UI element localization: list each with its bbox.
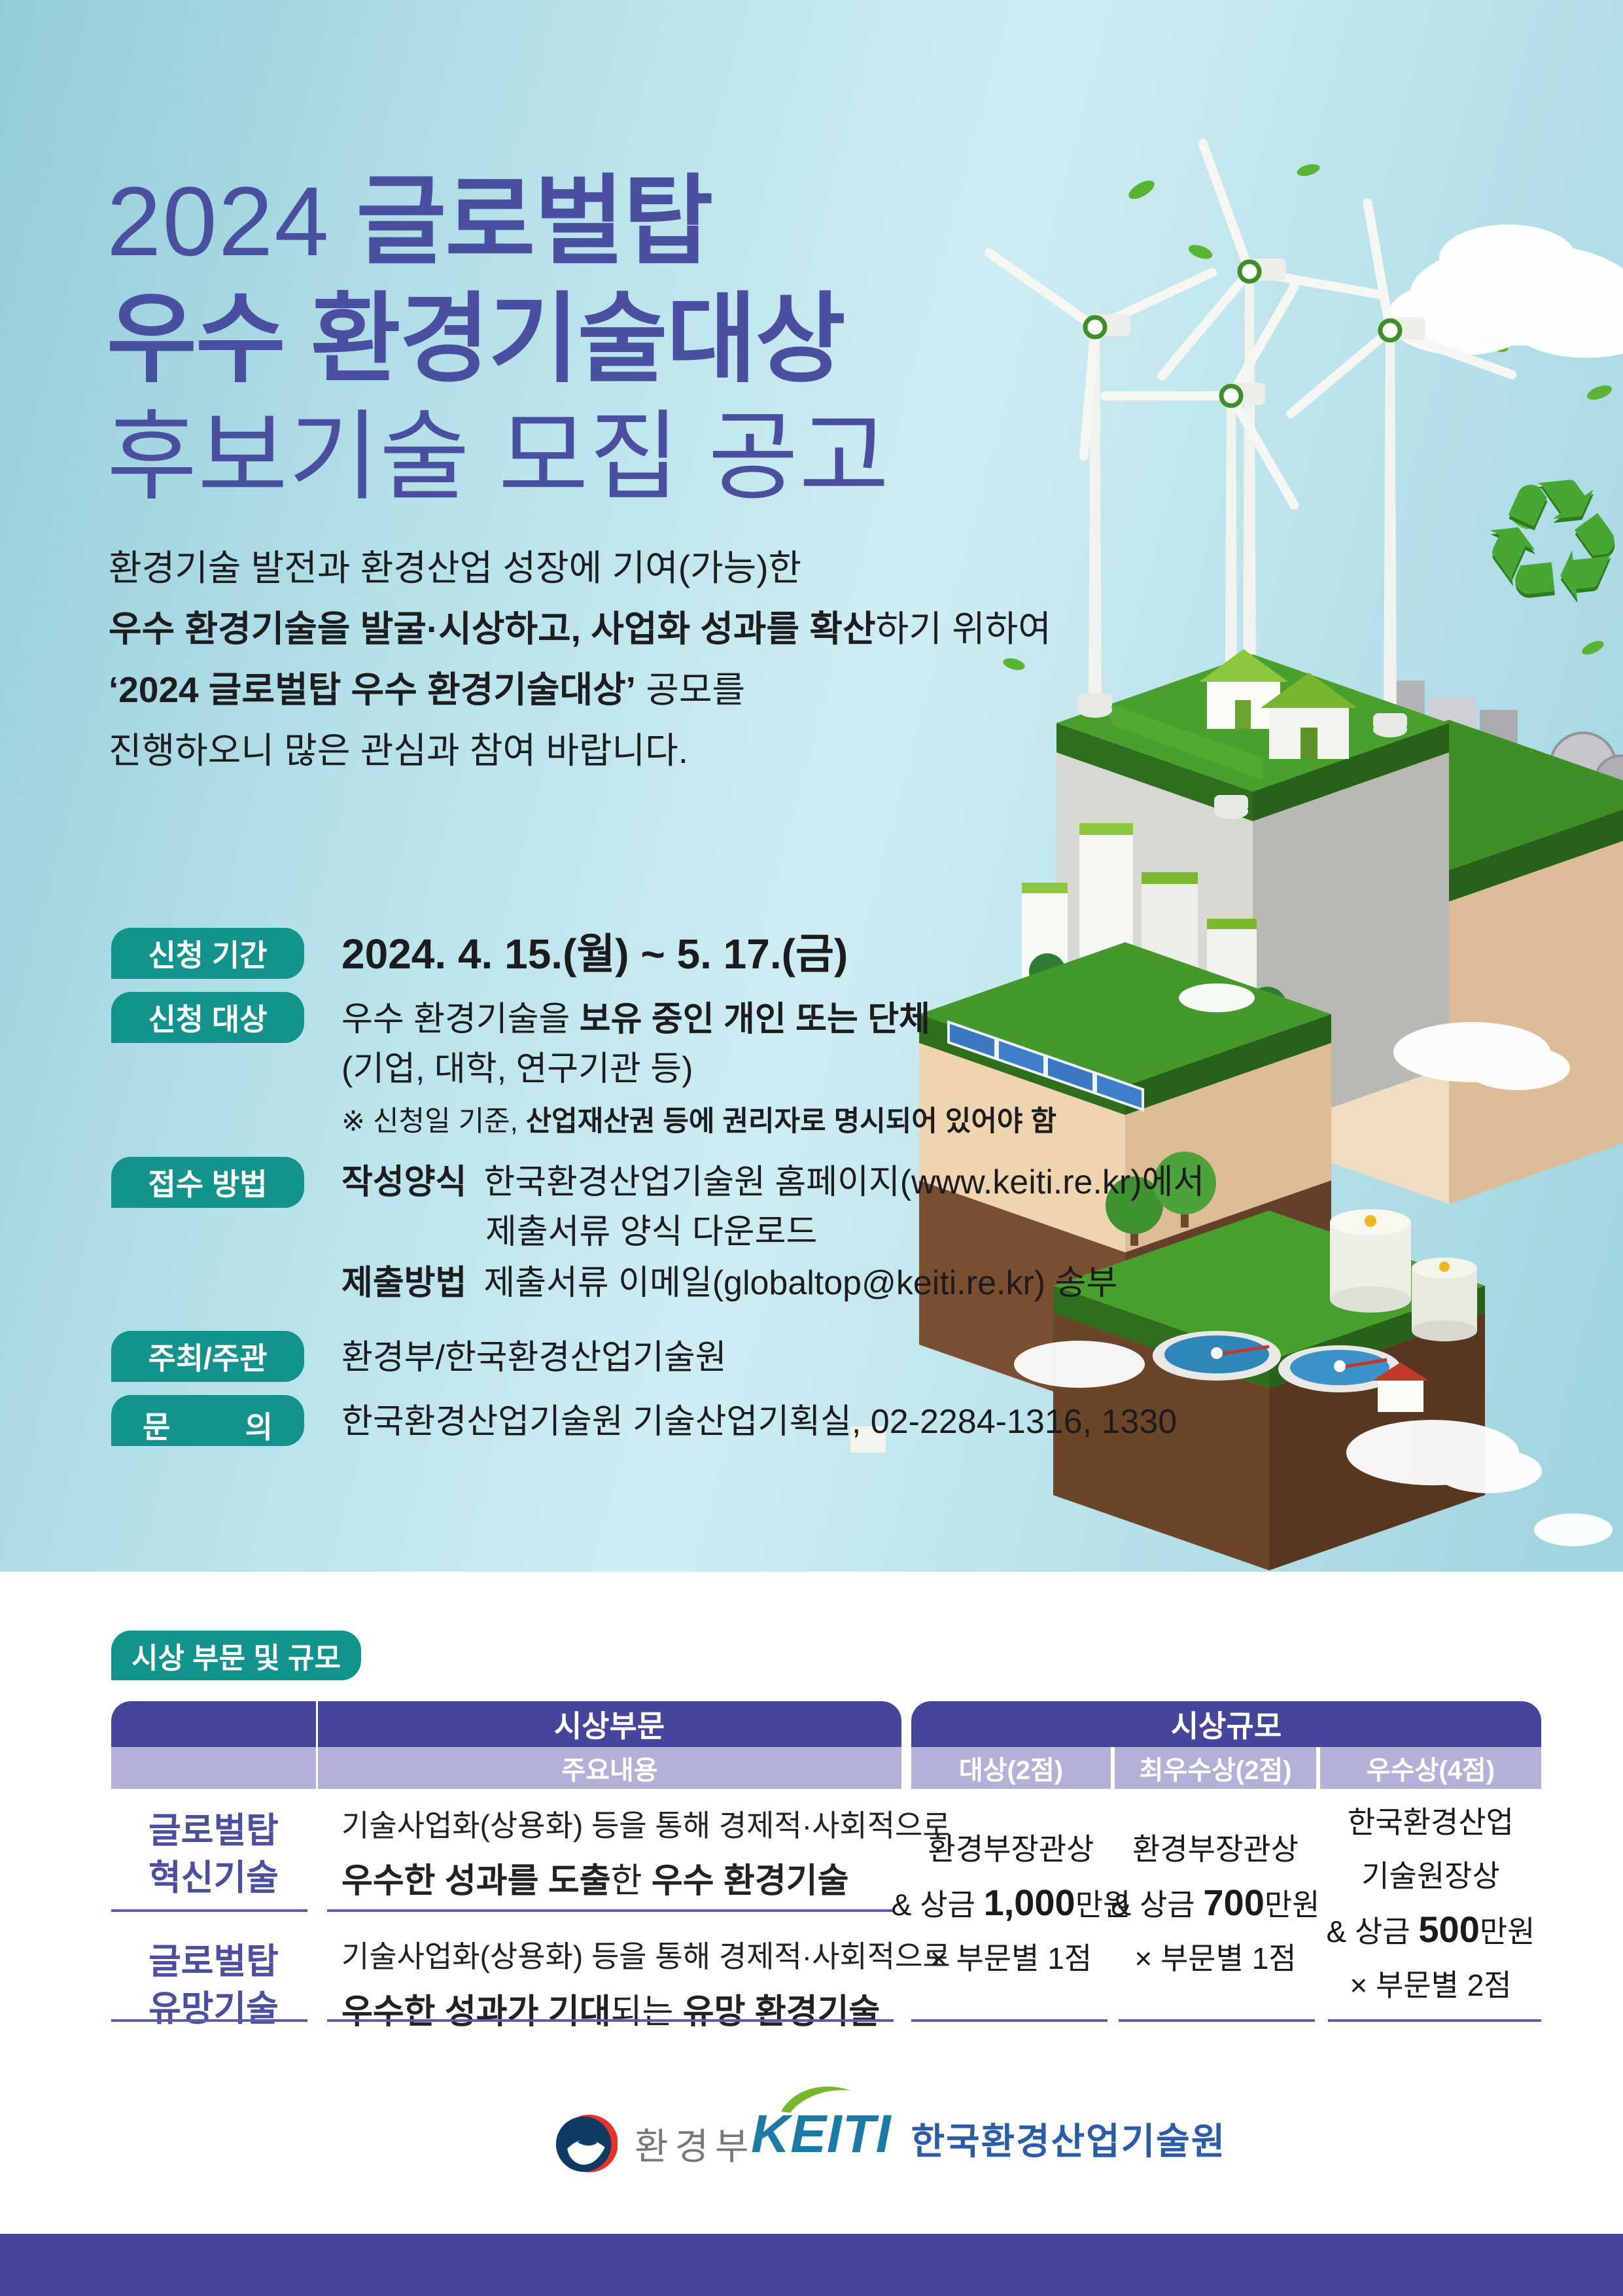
header-divider bbox=[316, 1701, 318, 1747]
category-promising-description: 기술사업화(상용화) 등을 통해 경제적·사회적으로 우수한 성과가 기대되는 … bbox=[341, 1939, 951, 2031]
application-period-value: 2024. 4. 15.(월) ~ 5. 17.(금) bbox=[341, 930, 848, 978]
host-value: 환경부/한국환경산업기술원 bbox=[341, 1339, 727, 1377]
intro-paragraph: 환경기술 발전과 환경산업 성장에 기여(가능)한 우수 환경기술을 발굴·시상… bbox=[109, 538, 1051, 781]
award-cell-excellence-prize: 한국환경산업 기술원장상 & 상금 500만원 × 부문별 2점 bbox=[1326, 1805, 1535, 2002]
award-cell-grand-prize: 환경부장관상 & 상금 1,000만원 × 부문별 1점 bbox=[891, 1832, 1131, 1975]
house-icon bbox=[1199, 649, 1357, 759]
intro-line-4: 진행하오니 많은 관심과 참여 바랍니다. bbox=[109, 730, 689, 771]
table-subheader-excellence-prize: 우수상(4점) bbox=[1320, 1747, 1541, 1789]
moe-logo: 환경부 bbox=[555, 2112, 756, 2175]
table-subheader-main-content: 주요내용 bbox=[318, 1747, 901, 1789]
table-bottom-border bbox=[327, 2019, 894, 2022]
intro-line-2: 우수 환경기술을 발굴·시상하고, 사업화 성과를 확산하기 위하여 bbox=[109, 609, 1051, 649]
eligibility-line-1: 우수 환경기술을 보유 중인 개인 또는 단체 bbox=[341, 1000, 930, 1038]
submission-form-line: 작성양식 한국환경산업기술원 홈페이지(www.keiti.re.kr)에서 bbox=[341, 1163, 1205, 1201]
cloud-icon bbox=[1014, 1022, 1613, 1546]
keiti-wordmark: KEITI bbox=[751, 2086, 892, 2165]
wind-turbine-icon bbox=[984, 139, 1517, 811]
title-year: 2024 bbox=[107, 166, 330, 276]
title-line-3: 후보기술 모집 공고 bbox=[107, 402, 890, 512]
table-row-divider bbox=[327, 1909, 894, 1912]
keiti-korean-name: 한국환경산업기술원 bbox=[911, 2121, 1227, 2162]
title-line-2: 우수 환경기술대상 bbox=[107, 284, 846, 394]
moe-emblem-icon bbox=[555, 2114, 618, 2173]
eligibility-line-2: (기업, 대학, 연구기관 등) bbox=[341, 1050, 693, 1088]
poster-title: 2024 글로벌탑 우수 환경기술대상 후보기술 모집 공고 bbox=[107, 162, 890, 516]
badge-application-period: 신청 기간 bbox=[111, 928, 304, 979]
intro-line-1: 환경기술 발전과 환경산업 성장에 기여(가능)한 bbox=[109, 548, 802, 588]
intro-line-3: ‘2024 글로벌탑 우수 환경기술대상’ 공모를 bbox=[109, 669, 746, 710]
award-cell-top-prize: 환경부장관상 & 상금 700만원 × 부문별 1점 bbox=[1111, 1832, 1320, 1975]
submission-email-line: 제출방법 제출서류 이메일(globaltop@keiti.re.kr) 송부 bbox=[341, 1264, 1118, 1302]
eco-illustration bbox=[850, 139, 1623, 1570]
leaf-icon bbox=[1003, 164, 1613, 670]
moe-name: 환경부 bbox=[635, 2125, 756, 2167]
storage-tank-icon bbox=[1330, 1209, 1477, 1341]
table-header-award-scale: 시상규모 bbox=[911, 1701, 1541, 1747]
keiti-logo: KEITI 한국환경산업기술원 bbox=[751, 2086, 1227, 2165]
contact-value: 한국환경산업기술원 기술산업기획실, 02-2284-1316, 1330 bbox=[341, 1403, 1178, 1441]
table-bottom-border bbox=[1328, 2019, 1541, 2022]
badge-eligibility: 신청 대상 bbox=[111, 992, 304, 1043]
bottom-bar bbox=[0, 2234, 1623, 2296]
table-subheader-top-prize: 최우수상(2점) bbox=[1115, 1747, 1316, 1789]
table-subheader-empty bbox=[111, 1747, 316, 1789]
category-promising: 글로벌탑 유망기술 bbox=[148, 1942, 279, 2028]
table-header-award-category: 시상부문 bbox=[111, 1701, 901, 1747]
keiti-leaf-icon bbox=[781, 2086, 850, 2113]
solar-panel-icon bbox=[947, 1020, 1144, 1112]
table-row-divider bbox=[111, 1909, 307, 1912]
table-bottom-border bbox=[111, 2019, 307, 2022]
eligibility-note: ※ 신청일 기준, 산업재산권 등에 권리자로 명시되어 있어야 함 bbox=[341, 1106, 1056, 1137]
badge-host: 주최/주관 bbox=[111, 1331, 304, 1382]
recycle-icon: ♻ bbox=[1467, 440, 1623, 645]
table-subheader-grand-prize: 대상(2점) bbox=[911, 1747, 1111, 1789]
small-building-icon bbox=[850, 1362, 1429, 1453]
clarifier-icon bbox=[1153, 1331, 1401, 1392]
badge-award-section: 시상 부문 및 규모 bbox=[111, 1631, 361, 1680]
badge-submission-method: 접수 방법 bbox=[111, 1157, 304, 1208]
title-line-1: 2024 글로벌탑 bbox=[107, 166, 713, 276]
category-innovation-description: 기술사업화(상용화) 등을 통해 경제적·사회적으로 우수한 성과를 도출한 우… bbox=[341, 1809, 951, 1900]
badge-contact: 문 의 bbox=[111, 1395, 304, 1446]
table-bottom-border bbox=[1119, 2019, 1315, 2022]
submission-form-line-2: 제출서류 양식 다운로드 bbox=[485, 1213, 818, 1251]
table-bottom-border bbox=[911, 2019, 1108, 2022]
category-innovation: 글로벌탑 혁신기술 bbox=[148, 1811, 279, 1898]
